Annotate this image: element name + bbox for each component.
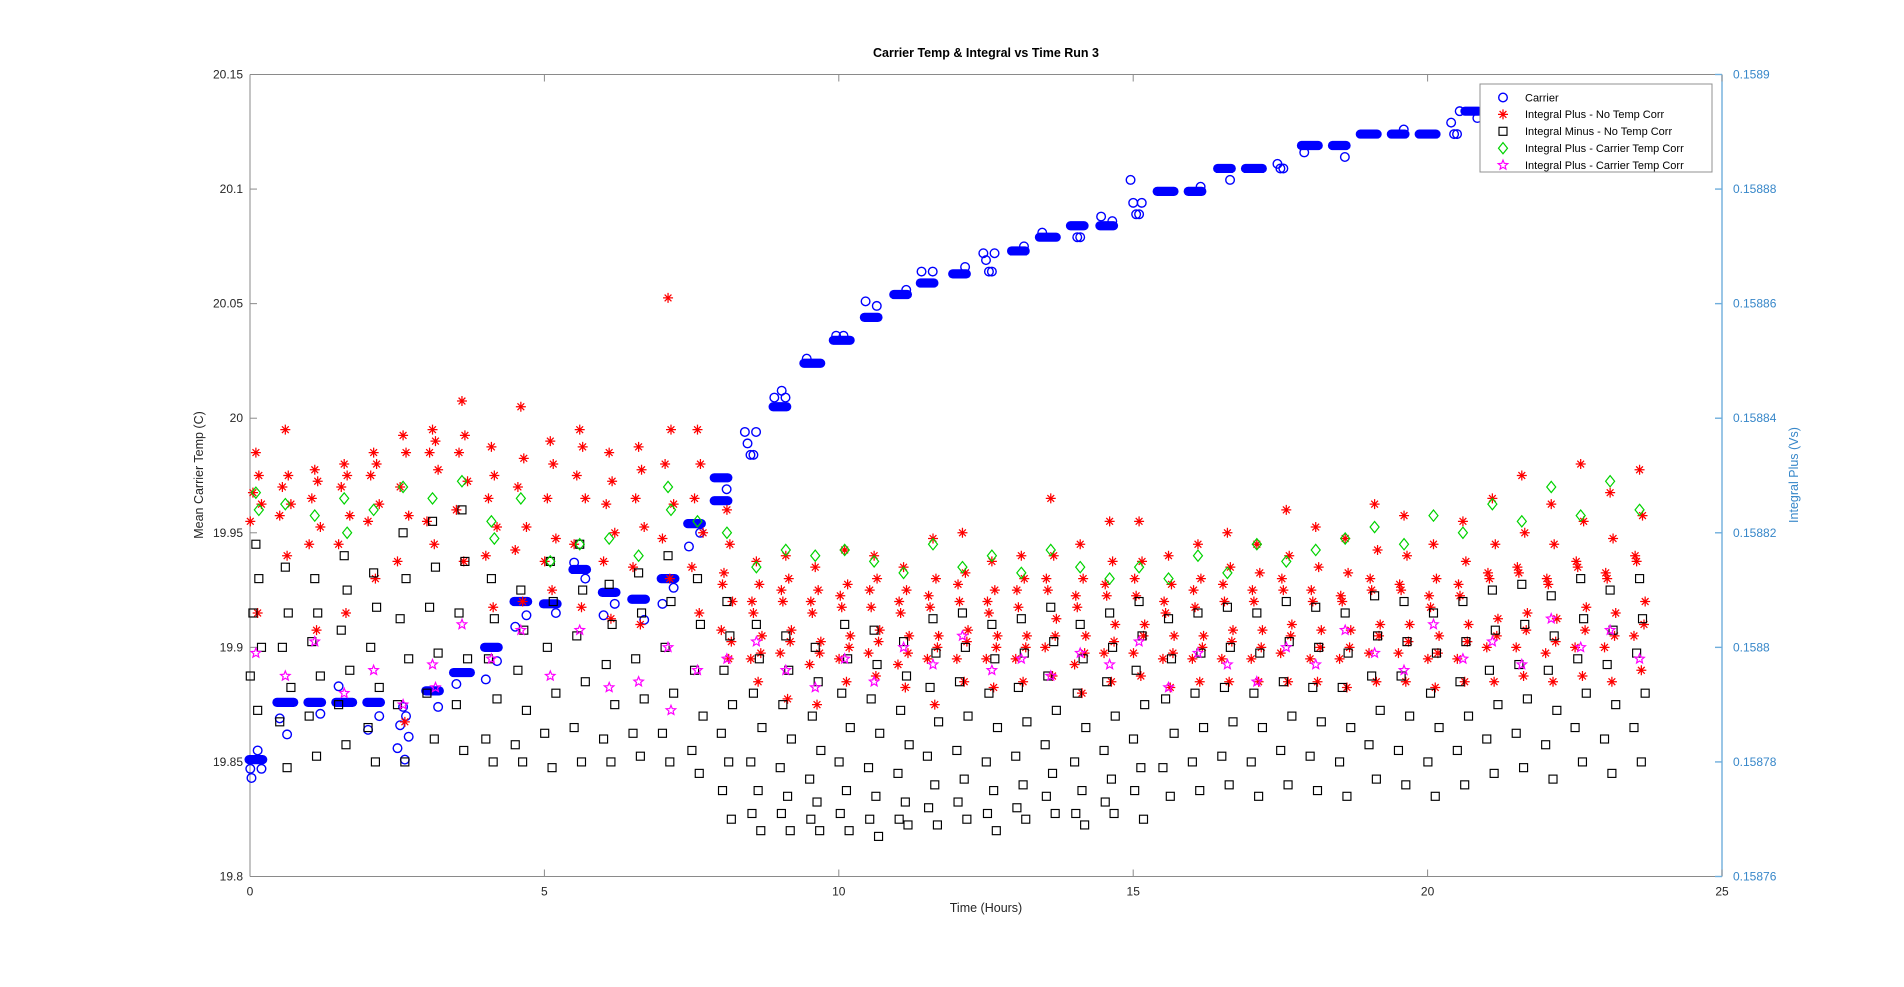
legend-marker-diamond-icon [1497,141,1509,155]
x-tick-label: 10 [832,884,846,898]
x-axis-label: Time (Hours) [949,901,1023,915]
y-right-tick-label: 0.15886 [1733,297,1777,311]
legend-item-label: Integral Plus - Carrier Temp Corr [1525,160,1684,172]
legend-marker-asterisk-icon [1498,109,1508,120]
y-left-tick-label: 20.1 [220,182,244,196]
legend-item-3: Integral Minus - No Temp Corr [1498,126,1672,138]
x-tick-label: 15 [1127,884,1141,898]
y-left-tick-label: 19.85 [213,755,243,769]
legend-item-label: Integral Plus - No Temp Corr [1525,109,1665,121]
y-left-tick-label: 19.8 [220,870,244,884]
legend-marker-pentagram-icon [1496,158,1510,171]
chart-title: Carrier Temp & Integral vs Time Run 3 [873,46,1099,60]
legend: Carrier Integral Plus - No Temp Corr Integ… [1479,83,1713,173]
y-right-tick-label: 0.15884 [1733,411,1777,425]
x-tick-label: 0 [247,884,254,898]
legend-item-2: Integral Plus - No Temp Corr [1498,109,1665,121]
legend-marker-square-icon [1498,126,1508,136]
legend-item-4: Integral Plus - Carrier Temp Corr [1497,141,1684,155]
x-tick-label: 20 [1421,884,1435,898]
legend-item-label: Integral Plus - Carrier Temp Corr [1525,143,1684,155]
legend-box [1479,83,1713,173]
series-circle-markers [244,106,1484,783]
legend-item-label: Integral Minus - No Temp Corr [1525,126,1672,138]
y-left-tick-label: 20.05 [213,297,243,311]
y-left-tick-label: 20.15 [213,68,243,82]
y-axis-left-label: Mean Carrier Temp (C) [192,411,206,539]
y-right-tick-label: 0.1588 [1733,640,1770,654]
legend-item-1: Carrier [1497,92,1559,104]
y-left-tick-label: 20 [230,411,244,425]
x-tick-label: 5 [541,884,548,898]
series-pentagram-markers [249,612,1646,716]
legend-marker-circle-icon [1497,92,1508,103]
y-right-tick-label: 0.1589 [1733,68,1770,82]
y-left-tick-label: 19.9 [220,640,244,654]
series-diamond-markers [250,474,1645,586]
y-left-tick-label: 19.95 [213,526,243,540]
axes-box: 0 5 10 15 20 25 19.8 19.85 19.9 19.95 20 20.05 20.1 2… [213,68,1777,899]
y-axis-right-label: Integral Plus (Vs) [1787,427,1801,523]
y-right-tick-label: 0.15882 [1733,526,1777,540]
legend-item-label: Carrier [1525,92,1559,104]
y-right-tick-label: 0.15878 [1733,755,1777,769]
y-right-tick-label: 0.15876 [1733,870,1777,884]
series-asterisk-markers [245,292,1651,727]
x-tick-label: 25 [1715,884,1729,898]
legend-item-5: Integral Plus - Carrier Temp Corr [1496,158,1684,172]
y-right-tick-label: 0.15888 [1733,182,1777,196]
